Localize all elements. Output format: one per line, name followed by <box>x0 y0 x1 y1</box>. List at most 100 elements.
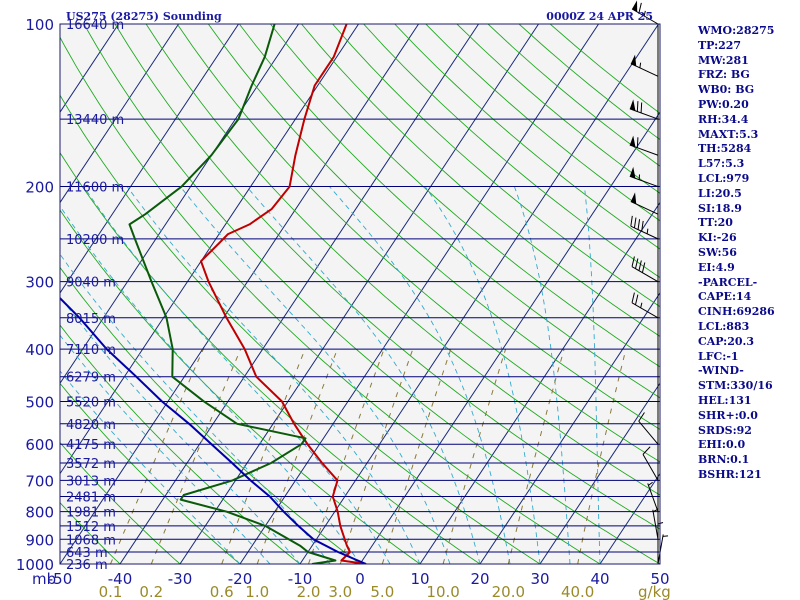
index-line: RH:34.4 <box>698 112 749 126</box>
plot-frame <box>59 23 661 565</box>
moist-adiabat-line <box>329 186 511 564</box>
height-label: 11600 m <box>66 181 124 196</box>
temperature-tick-label: 20 <box>470 570 489 588</box>
index-line: HEL:131 <box>698 393 752 407</box>
height-label: 4820 m <box>66 418 116 433</box>
isotherm-line <box>179 24 540 564</box>
temperature-labels: -50 -40 -30 -20 -10 0 10 20 30 40 50 <box>48 570 670 588</box>
pressure-tick-label: 600 <box>25 436 54 454</box>
index-line: CINH:69286 <box>698 305 775 319</box>
index-line: TT:20 <box>698 216 733 230</box>
wind-barb <box>631 0 659 25</box>
wind-barb <box>657 534 669 565</box>
dry-adiabat-line <box>60 266 361 564</box>
dry-adiabat-line <box>60 36 601 564</box>
height-label: 10200 m <box>66 233 124 248</box>
temperature-tick-label: -40 <box>108 570 133 588</box>
isotherm-line <box>599 472 660 564</box>
isotherm-line <box>60 24 360 475</box>
temperature-tick-label: 10 <box>410 570 429 588</box>
pressure-labels: 100 200 300 400 500 600 700 800 900 1000 <box>16 16 54 574</box>
dry-adiabat-line <box>60 502 121 564</box>
dry-adiabat-line <box>60 151 481 564</box>
pressure-tick-label: 800 <box>25 504 54 522</box>
dry-adiabat-line <box>60 209 421 564</box>
dry-adiabat-lines <box>60 24 660 564</box>
index-line: LCL:883 <box>698 319 750 333</box>
mixing-ratio-tick-label: 10.0 <box>426 583 459 600</box>
dewpoint-profile-line <box>128 24 337 564</box>
dry-adiabat-line <box>394 24 660 250</box>
height-label: 4175 m <box>66 438 116 453</box>
wind-barb <box>629 99 659 120</box>
index-line: TH:5284 <box>698 142 752 156</box>
dry-adiabat-line <box>301 24 660 337</box>
mixing-ratio-tick-label: 3.0 <box>328 583 352 600</box>
temperature-tick-label: 30 <box>530 570 549 588</box>
isotherm-line <box>479 292 660 564</box>
plot-background <box>60 24 660 564</box>
index-line: -WIND- <box>698 364 744 378</box>
index-line: CAPE:14 <box>698 290 752 304</box>
index-line: PW:0.20 <box>698 97 749 111</box>
wind-barb <box>652 508 659 540</box>
index-line: LI:20.5 <box>698 186 742 200</box>
temperature-tick-label: -30 <box>168 570 193 588</box>
index-line: TP:227 <box>698 38 742 52</box>
temperature-tick-label: -10 <box>288 570 313 588</box>
dry-adiabat-line <box>83 24 660 564</box>
dry-adiabat-line <box>60 382 241 564</box>
isotherm-line <box>0 12 67 575</box>
temperature-tick-label: 40 <box>590 570 609 588</box>
mixing-ratio-labels: 0.1 0.2 0.6 1.0 2.0 3.0 5.0 10.0 20.0 40.0 <box>99 583 595 600</box>
index-line: MAXT:5.3 <box>698 127 759 141</box>
index-line: L57:5.3 <box>698 157 745 171</box>
isobar-lines <box>60 23 660 565</box>
height-label: 236 m <box>66 558 108 573</box>
height-label: 5520 m <box>66 395 116 410</box>
mixing-ratio-tick-label: 0.1 <box>99 583 123 600</box>
mixing-ratio-tick-label: 0.2 <box>139 583 163 600</box>
index-line: MW:281 <box>698 53 749 67</box>
mixing-ratio-tick-label: 2.0 <box>297 583 321 600</box>
index-line: WMO:28275 <box>698 24 775 37</box>
dry-adiabat-line <box>238 24 660 399</box>
temperature-tick-label: 50 <box>650 570 669 588</box>
temperature-tick-label: 0 <box>355 570 365 588</box>
index-line: SRDS:92 <box>698 423 752 437</box>
dry-adiabat-line <box>207 24 660 430</box>
height-label: 1512 m <box>66 520 116 535</box>
index-line: KI:-26 <box>698 231 737 245</box>
height-label: 1981 m <box>66 506 116 521</box>
wind-barb <box>630 54 659 77</box>
height-labels: 16640 m 13440 m 11600 m 10200 m 9040 m 8015 m… <box>66 18 124 573</box>
mixing-ratio-unit-label: g/kg <box>638 583 671 600</box>
wind-barbs <box>629 0 669 565</box>
index-line: CAP:20.3 <box>698 334 755 348</box>
dry-adiabat-line <box>176 24 660 463</box>
pressure-tick-label: 400 <box>25 341 54 359</box>
pressure-tick-label: 1000 <box>16 556 54 574</box>
height-label: 3572 m <box>66 457 116 472</box>
index-line: BSHR:121 <box>698 467 762 481</box>
isotherm-line <box>60 24 180 204</box>
height-label: 7110 m <box>66 343 116 358</box>
pressure-tick-label: 500 <box>25 393 54 411</box>
wind-barb <box>642 446 659 481</box>
mixing-ratio-tick-label: 5.0 <box>370 583 394 600</box>
isotherm-line <box>359 111 660 564</box>
isotherm-lines <box>0 12 660 575</box>
dry-adiabat-line <box>114 24 660 530</box>
mixing-ratio-tick-label: 0.6 <box>210 583 234 600</box>
height-label: 9040 m <box>66 276 116 291</box>
moist-adiabat-line <box>60 370 241 564</box>
time-title: 0000Z 24 APR 25 <box>546 10 653 23</box>
temperature-tick-label: -20 <box>228 570 253 588</box>
index-line: EHI:0.0 <box>698 438 746 452</box>
mixing-ratio-tick-label: 1.0 <box>245 583 269 600</box>
moist-adiabat-line <box>60 253 331 564</box>
index-line: WB0: BG <box>698 83 755 97</box>
index-line: STM:330/16 <box>698 379 773 393</box>
wind-barb <box>629 166 659 188</box>
isotherm-line <box>539 382 660 564</box>
